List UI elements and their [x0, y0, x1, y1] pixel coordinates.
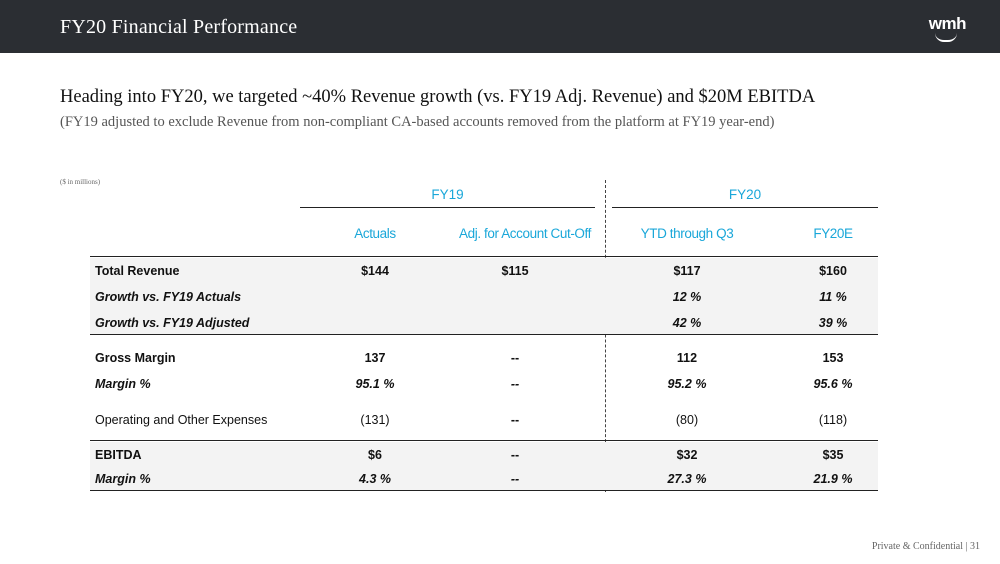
- table-row: Gross Margin 137 -- 112 153: [90, 345, 878, 371]
- cell-fy20e: 39 %: [818, 316, 848, 330]
- cell-adj-cutoff: --: [510, 377, 520, 391]
- units-note: ($ in millions): [60, 178, 101, 186]
- cell-ytd-q3: 112: [676, 351, 698, 365]
- cell-fy20e: 21.9 %: [813, 472, 853, 486]
- row-label: Growth vs. FY19 Actuals: [95, 290, 242, 304]
- row-label: Operating and Other Expenses: [95, 413, 268, 427]
- row-label: Margin %: [95, 377, 151, 391]
- group-header-fy19: FY19: [431, 187, 464, 202]
- column-header-actuals: Actuals: [354, 226, 396, 241]
- section-divider-2: [90, 440, 878, 441]
- cell-actuals: 4.3 %: [359, 472, 391, 486]
- cell-fy20e: 11 %: [819, 290, 847, 304]
- table-bottom-line: [90, 490, 878, 491]
- column-header-fy20e: FY20E: [813, 226, 853, 241]
- cell-ytd-q3: (80): [675, 413, 699, 427]
- cell-actuals: $6: [368, 448, 382, 462]
- cell-ytd-q3: 27.3 %: [667, 472, 707, 486]
- table-row: Margin % 4.3 % -- 27.3 % 21.9 %: [90, 466, 878, 492]
- cell-adj-cutoff: --: [510, 413, 520, 427]
- cell-adj-cutoff: --: [510, 472, 520, 486]
- cell-adj-cutoff: --: [510, 351, 520, 365]
- column-header-adj-cutoff: Adj. for Account Cut-Off: [459, 226, 591, 241]
- subheadline: (FY19 adjusted to exclude Revenue from n…: [60, 114, 775, 130]
- cell-fy20e: $160: [819, 264, 847, 278]
- row-label: Margin %: [95, 472, 151, 486]
- table-header-line: [90, 256, 878, 257]
- footer-confidential: Private & Confidential | 31: [871, 541, 980, 552]
- cell-fy20e: (118): [818, 413, 848, 427]
- table-row: Growth vs. FY19 Actuals 12 % 11 %: [90, 284, 878, 310]
- table-row: Total Revenue $144 $115 $117 $160: [90, 258, 878, 284]
- group-underline-fy19: [300, 207, 595, 208]
- section-divider-1: [90, 334, 878, 335]
- cell-actuals: (131): [360, 413, 390, 427]
- cell-actuals: $144: [361, 264, 389, 278]
- table-row: EBITDA $6 -- $32 $35: [90, 442, 878, 468]
- ebitda-band: [90, 442, 878, 490]
- cell-ytd-q3: 12 %: [672, 290, 702, 304]
- table-row: Margin % 95.1 % -- 95.2 % 95.6 %: [90, 371, 878, 397]
- top-bar: FY20 Financial Performance wmh: [0, 0, 1000, 53]
- company-logo: wmh: [928, 14, 967, 42]
- cell-ytd-q3: $117: [673, 264, 701, 278]
- cell-ytd-q3: 42 %: [672, 316, 702, 330]
- cell-fy20e: $35: [822, 448, 844, 462]
- group-header-fy20: FY20: [728, 187, 762, 202]
- row-label: EBITDA: [95, 448, 142, 462]
- cell-ytd-q3: 95.2 %: [667, 377, 707, 391]
- cell-adj-cutoff: $115: [501, 264, 529, 278]
- group-underline-fy20: [612, 207, 878, 208]
- cell-fy20e: 153: [822, 351, 844, 365]
- fy-separator-line: [605, 180, 606, 492]
- table-row: Operating and Other Expenses (131) -- (8…: [90, 407, 878, 433]
- page-title: FY20 Financial Performance: [60, 16, 298, 38]
- logo-smile-icon: [934, 33, 957, 42]
- cell-adj-cutoff: --: [510, 448, 520, 462]
- revenue-band: [90, 258, 878, 334]
- cell-actuals: 95.1 %: [355, 377, 395, 391]
- cell-actuals: 137: [364, 351, 386, 365]
- cell-ytd-q3: $32: [676, 448, 698, 462]
- row-label: Growth vs. FY19 Adjusted: [95, 316, 250, 330]
- headline: Heading into FY20, we targeted ~40% Reve…: [60, 87, 816, 107]
- logo-text: wmh: [928, 14, 967, 33]
- table-row: Growth vs. FY19 Adjusted 42 % 39 %: [90, 310, 878, 336]
- row-label: Total Revenue: [95, 264, 180, 278]
- column-header-ytd-q3: YTD through Q3: [640, 226, 734, 241]
- cell-fy20e: 95.6 %: [813, 377, 853, 391]
- row-label: Gross Margin: [95, 351, 176, 365]
